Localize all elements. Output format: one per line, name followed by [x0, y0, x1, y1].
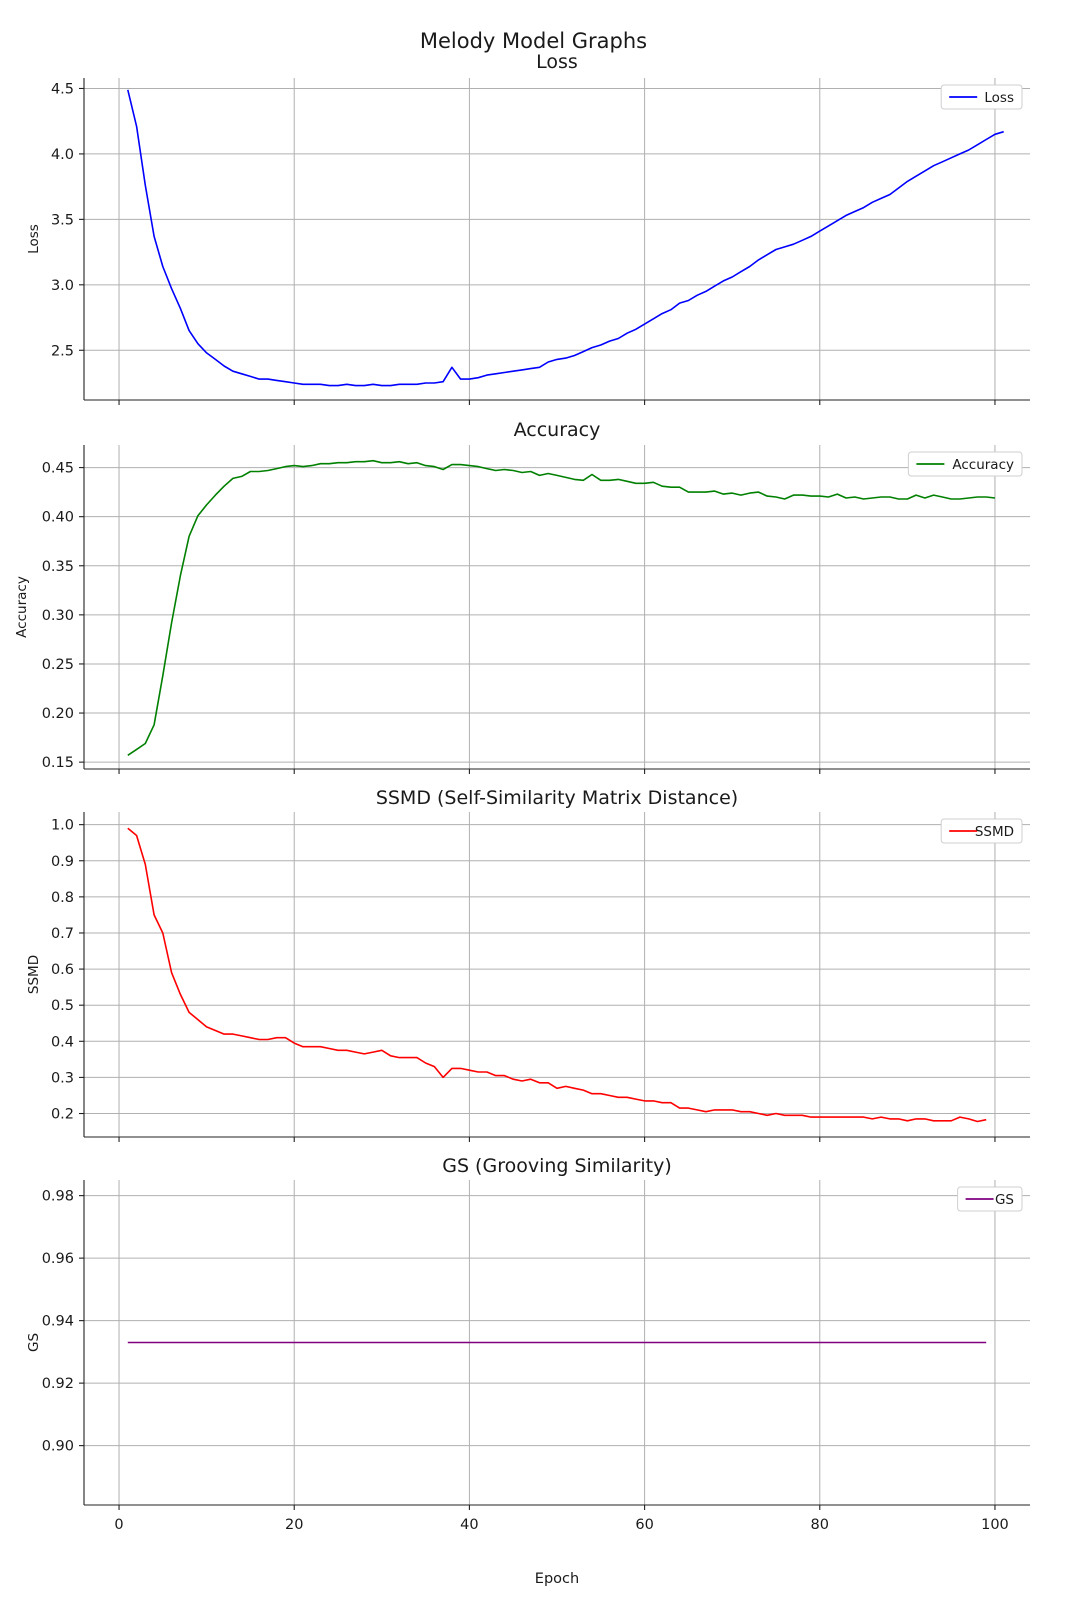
chart-accuracy: Accuracy 0.15 0.20 0.25 0.30 0.35 0.40 0.45 Accu… [14, 419, 1030, 774]
legend-box-accuracy [907, 451, 1023, 477]
panels: Loss 2.5 3.0 3.5 4.0 4.5 Loss Loss Accuracy 0.15 0… [14, 51, 1030, 1533]
legend-label-ssmd: SSMD [975, 824, 1014, 840]
x-tick-label-4: 80 [811, 1517, 829, 1533]
chart-loss: Loss 2.5 3.0 3.5 4.0 4.5 Loss Loss [26, 51, 1030, 405]
y-tick-label-accuracy-4: 0.35 [42, 559, 74, 575]
x-axis-label: Epoch [535, 1571, 579, 1587]
y-tick-label-loss-4: 4.5 [51, 81, 74, 97]
y-tick-label-accuracy-5: 0.40 [42, 510, 74, 526]
y-tick-label-accuracy-1: 0.20 [42, 706, 74, 722]
legend-label-gs: GS [995, 1192, 1014, 1208]
y-tick-label-accuracy-3: 0.30 [42, 608, 74, 624]
chart-ssmd: SSMD (Self-Similarity Matrix Distance) 0.… [26, 787, 1030, 1142]
y-tick-label-gs-0: 0.90 [42, 1439, 74, 1455]
y-tick-label-ssmd-6: 0.8 [51, 890, 74, 906]
y-axis-label-accuracy: Accuracy [14, 576, 30, 638]
series-line-ssmd [127, 827, 987, 1123]
legend-accuracy: Accuracy [907, 451, 1023, 477]
chart-title-gs: GS (Grooving Similarity) [442, 1155, 672, 1177]
y-tick-label-accuracy-2: 0.25 [42, 657, 74, 673]
figure-title: Melody Model Graphs [420, 29, 647, 53]
x-tick-label-3: 60 [635, 1517, 653, 1533]
y-tick-label-ssmd-8: 1.0 [51, 818, 74, 834]
y-tick-label-loss-2: 3.5 [51, 212, 74, 228]
chart-title-accuracy: Accuracy [514, 419, 601, 441]
y-tick-label-ssmd-7: 0.9 [51, 854, 74, 870]
legend-label-accuracy: Accuracy [952, 457, 1014, 473]
y-tick-label-gs-2: 0.94 [42, 1314, 74, 1330]
y-tick-label-gs-3: 0.96 [42, 1251, 74, 1267]
y-axis-label-loss: Loss [26, 224, 42, 254]
x-tick-label-1: 20 [285, 1517, 303, 1533]
y-tick-label-gs-4: 0.98 [42, 1189, 74, 1205]
legend-box-ssmd [940, 818, 1023, 844]
y-tick-label-loss-0: 2.5 [51, 343, 74, 359]
y-tick-label-ssmd-1: 0.3 [51, 1070, 74, 1086]
y-tick-label-loss-3: 4.0 [51, 147, 74, 163]
chart-title-ssmd: SSMD (Self-Similarity Matrix Distance) [376, 787, 738, 809]
legend-ssmd: SSMD [940, 818, 1023, 844]
legend-gs: GS [957, 1186, 1023, 1212]
y-axis-label-ssmd: SSMD [26, 955, 42, 994]
y-tick-label-accuracy-0: 0.15 [42, 755, 74, 771]
x-tick-label-2: 40 [460, 1517, 478, 1533]
chart-gs: GS (Grooving Similarity) 0.90 0.92 0.94 0.96… [26, 1155, 1030, 1533]
legend-loss: Loss [940, 84, 1023, 110]
y-tick-label-ssmd-0: 0.2 [51, 1107, 74, 1123]
y-tick-label-ssmd-2: 0.4 [51, 1034, 74, 1050]
y-tick-label-gs-1: 0.92 [42, 1376, 74, 1392]
series-line-loss [127, 89, 1004, 387]
legend-label-loss: Loss [984, 90, 1014, 106]
y-tick-label-ssmd-4: 0.6 [51, 962, 74, 978]
x-tick-label-5: 100 [981, 1517, 1009, 1533]
y-tick-label-ssmd-5: 0.7 [51, 926, 74, 942]
y-tick-label-ssmd-3: 0.5 [51, 998, 74, 1014]
y-tick-label-loss-1: 3.0 [51, 278, 74, 294]
x-tick-label-0: 0 [114, 1517, 123, 1533]
y-tick-label-accuracy-6: 0.45 [42, 461, 74, 477]
chart-title-loss: Loss [536, 51, 578, 73]
series-line-accuracy [127, 459, 996, 756]
legend-box-loss [940, 84, 1023, 110]
y-axis-label-gs: GS [26, 1333, 42, 1352]
